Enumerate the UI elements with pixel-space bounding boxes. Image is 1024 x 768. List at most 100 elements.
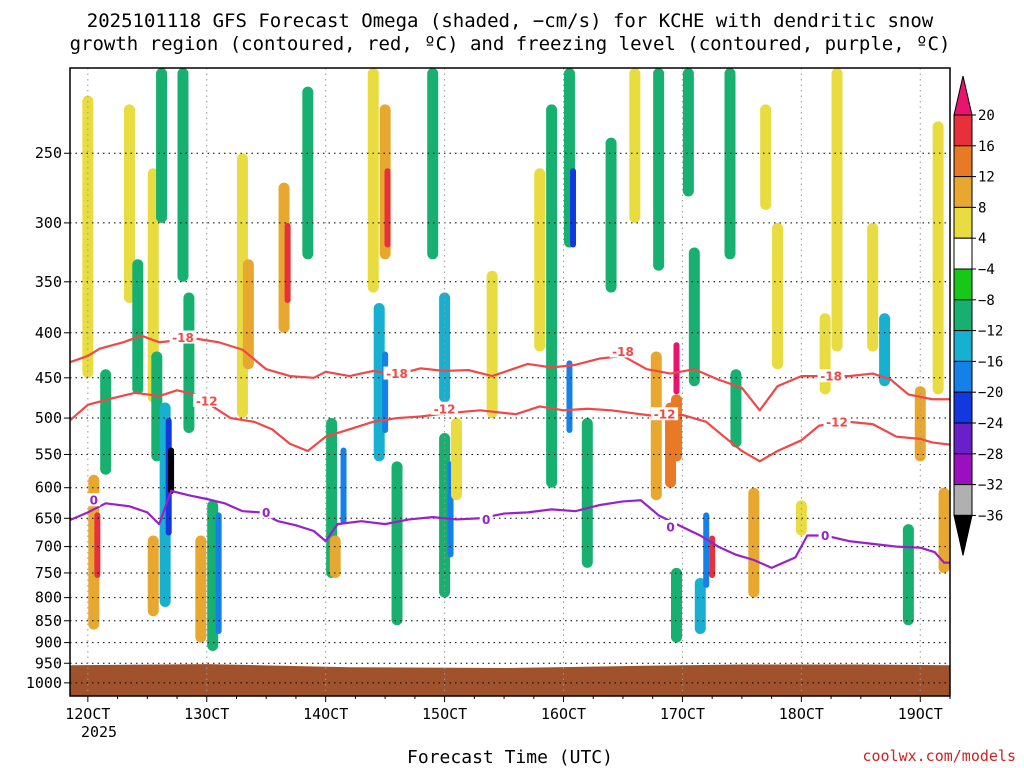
omega-cell bbox=[694, 578, 706, 635]
x-tick-label: 19OCT bbox=[898, 705, 943, 723]
colorbar-label: −8 bbox=[978, 293, 995, 309]
contour-label: -18 bbox=[386, 367, 408, 381]
contour-label: 0 bbox=[90, 494, 98, 508]
omega-cell bbox=[168, 447, 175, 495]
y-tick-label: 400 bbox=[35, 324, 62, 342]
omega-cell bbox=[207, 500, 219, 652]
y-axis: 250 300 350 400 450 500 550 600 650 700 750 800 850 9… bbox=[26, 144, 70, 692]
omega-cell bbox=[914, 386, 926, 462]
contour-label-bg bbox=[479, 512, 493, 526]
x-tick-label: 18OCT bbox=[779, 705, 824, 723]
omega-cell bbox=[566, 360, 573, 434]
colorbar-label: −20 bbox=[978, 385, 1003, 401]
colorbar-segment bbox=[953, 114, 973, 147]
omega-cell bbox=[156, 68, 168, 223]
colorbar-label: 12 bbox=[978, 170, 995, 186]
terrain-surface bbox=[70, 664, 950, 696]
omega-cell bbox=[867, 222, 879, 352]
omega-cell bbox=[724, 68, 736, 260]
contour-label-bg bbox=[664, 520, 678, 534]
omega-cell bbox=[748, 487, 760, 598]
omega-cell bbox=[831, 68, 843, 352]
x-tick-label: 17OCT bbox=[660, 705, 705, 723]
omega-cell bbox=[760, 104, 772, 210]
colorbar-label: −24 bbox=[978, 416, 1003, 432]
contour-lines: -18 -18 -18 -18 -12 -12 -12 -12 0 0 0 0 0 bbox=[70, 330, 950, 569]
omega-cell bbox=[450, 418, 462, 501]
omega-cell bbox=[427, 68, 439, 260]
contour-label: -18 bbox=[820, 370, 842, 384]
omega-cell bbox=[147, 168, 159, 403]
colorbar-segment bbox=[953, 299, 973, 332]
x-tick-label: 12OCT bbox=[65, 705, 110, 723]
omega-cell bbox=[653, 68, 665, 271]
contour-label-bg bbox=[651, 407, 679, 421]
omega-shading bbox=[82, 68, 950, 652]
x-tick-label: 16OCT bbox=[541, 705, 586, 723]
omega-cell bbox=[486, 270, 498, 419]
omega-cell bbox=[879, 313, 891, 387]
contour-label-bg bbox=[818, 528, 832, 542]
contour-label-bg bbox=[823, 414, 851, 428]
omega-cell bbox=[439, 292, 451, 403]
omega-cell bbox=[183, 292, 195, 434]
colorbar-label: 8 bbox=[978, 200, 986, 216]
omega-cell bbox=[682, 68, 694, 197]
omega-cell bbox=[82, 95, 94, 378]
omega-cell bbox=[242, 259, 254, 370]
contour-label: -18 bbox=[612, 345, 634, 359]
colorbar-segment bbox=[953, 330, 973, 362]
omega-cell bbox=[123, 104, 135, 304]
contour-label-bg bbox=[87, 493, 101, 507]
contour-label: 0 bbox=[666, 521, 674, 535]
y-tick-label: 600 bbox=[35, 479, 62, 497]
omega-cell bbox=[100, 369, 112, 475]
omega-cell bbox=[570, 168, 577, 248]
y-tick-label: 800 bbox=[35, 589, 62, 607]
y-tick-label: 350 bbox=[35, 273, 62, 291]
y-tick-label: 850 bbox=[35, 612, 62, 630]
omega-cell bbox=[340, 447, 347, 525]
x-axis-title: Forecast Time (UTC) bbox=[407, 747, 613, 768]
omega-cell bbox=[284, 222, 291, 304]
omega-cell bbox=[772, 222, 784, 370]
omega-cell bbox=[629, 68, 641, 223]
colorbar-label: −12 bbox=[978, 324, 1003, 340]
omega-cell bbox=[302, 86, 314, 260]
omega-cell bbox=[391, 461, 403, 626]
contour-label-bg bbox=[383, 366, 411, 380]
y-tick-label: 700 bbox=[35, 538, 62, 556]
y-tick-label: 750 bbox=[35, 564, 62, 582]
contour-label-bg bbox=[609, 344, 637, 358]
x-tick-label: 14OCT bbox=[303, 705, 348, 723]
omega-cell bbox=[932, 121, 944, 395]
grid-lines bbox=[70, 68, 950, 696]
contour-label: 0 bbox=[821, 529, 829, 543]
colorbar-segment bbox=[953, 360, 973, 393]
contour-label: 0 bbox=[262, 506, 270, 520]
chart-subtitle: growth region (contoured, red, ºC) and f… bbox=[70, 33, 951, 55]
x-year-label: 2025 bbox=[81, 723, 117, 741]
chart-title: 2025101118 GFS Forecast Omega (shaded, −… bbox=[87, 10, 934, 32]
x-tick-label: 15OCT bbox=[422, 705, 467, 723]
colorbar-label: −28 bbox=[978, 447, 1003, 463]
colorbar-segment bbox=[953, 237, 973, 270]
plot-frame bbox=[69, 67, 951, 697]
y-tick-label: 900 bbox=[35, 634, 62, 652]
colorbar-segment bbox=[953, 484, 973, 516]
omega-cell bbox=[384, 168, 391, 248]
omega-cell bbox=[546, 104, 558, 488]
contour-label: -12 bbox=[654, 408, 676, 422]
y-tick-label: 950 bbox=[35, 654, 62, 672]
y-tick-label: 250 bbox=[35, 144, 62, 162]
omega-cell bbox=[938, 487, 950, 573]
y-tick-label: 300 bbox=[35, 214, 62, 232]
omega-cell bbox=[902, 524, 914, 626]
colorbar-segment bbox=[953, 206, 973, 239]
omega-cell bbox=[94, 512, 101, 579]
omega-cell bbox=[688, 247, 700, 387]
y-tick-label: 550 bbox=[35, 445, 62, 463]
colorbar-label: 4 bbox=[978, 231, 986, 247]
y-tick-label: 1000 bbox=[26, 674, 62, 692]
y-tick-label: 650 bbox=[35, 509, 62, 527]
